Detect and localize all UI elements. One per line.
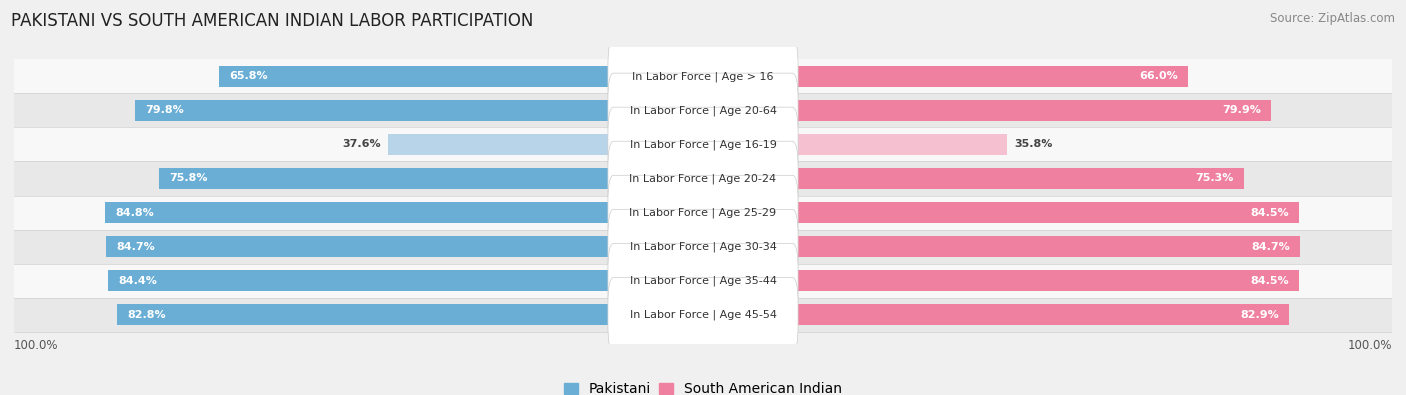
FancyBboxPatch shape	[14, 59, 1392, 93]
Bar	[793, 270, 1299, 291]
Text: 82.9%: 82.9%	[1240, 310, 1279, 320]
Bar	[793, 202, 1299, 223]
Bar	[793, 168, 1244, 189]
Bar	[135, 100, 613, 121]
Text: In Labor Force | Age 45-54: In Labor Force | Age 45-54	[630, 309, 776, 320]
Text: In Labor Force | Age 30-34: In Labor Force | Age 30-34	[630, 241, 776, 252]
Text: 66.0%: 66.0%	[1139, 71, 1178, 81]
Text: 82.8%: 82.8%	[128, 310, 166, 320]
Text: 37.6%: 37.6%	[343, 139, 381, 149]
FancyBboxPatch shape	[607, 107, 799, 182]
FancyBboxPatch shape	[14, 196, 1392, 229]
FancyBboxPatch shape	[607, 243, 799, 318]
Bar	[793, 100, 1271, 121]
FancyBboxPatch shape	[14, 298, 1392, 332]
Bar	[159, 168, 613, 189]
FancyBboxPatch shape	[14, 128, 1392, 162]
Text: 65.8%: 65.8%	[229, 71, 269, 81]
Bar	[388, 134, 613, 155]
Text: 84.5%: 84.5%	[1250, 207, 1289, 218]
Text: 75.3%: 75.3%	[1195, 173, 1233, 184]
Text: 84.8%: 84.8%	[115, 207, 155, 218]
Text: In Labor Force | Age 16-19: In Labor Force | Age 16-19	[630, 139, 776, 150]
Text: 79.8%: 79.8%	[145, 105, 184, 115]
Text: 84.7%: 84.7%	[117, 242, 155, 252]
Text: 100.0%: 100.0%	[14, 339, 59, 352]
Text: In Labor Force | Age 25-29: In Labor Force | Age 25-29	[630, 207, 776, 218]
Bar	[793, 134, 1007, 155]
Legend: Pakistani, South American Indian: Pakistani, South American Indian	[558, 377, 848, 395]
Bar	[108, 270, 613, 291]
Bar	[793, 66, 1188, 87]
Bar	[105, 202, 613, 223]
Text: In Labor Force | Age > 16: In Labor Force | Age > 16	[633, 71, 773, 82]
Text: 100.0%: 100.0%	[1347, 339, 1392, 352]
FancyBboxPatch shape	[607, 209, 799, 284]
Text: In Labor Force | Age 35-44: In Labor Force | Age 35-44	[630, 275, 776, 286]
Text: PAKISTANI VS SOUTH AMERICAN INDIAN LABOR PARTICIPATION: PAKISTANI VS SOUTH AMERICAN INDIAN LABOR…	[11, 12, 534, 30]
FancyBboxPatch shape	[607, 39, 799, 114]
FancyBboxPatch shape	[607, 73, 799, 148]
FancyBboxPatch shape	[14, 263, 1392, 298]
Bar	[793, 236, 1301, 257]
FancyBboxPatch shape	[14, 162, 1392, 196]
Text: In Labor Force | Age 20-24: In Labor Force | Age 20-24	[630, 173, 776, 184]
Text: Source: ZipAtlas.com: Source: ZipAtlas.com	[1270, 12, 1395, 25]
FancyBboxPatch shape	[607, 141, 799, 216]
FancyBboxPatch shape	[14, 229, 1392, 263]
Bar	[117, 304, 613, 325]
Text: 75.8%: 75.8%	[170, 173, 208, 184]
Text: 84.7%: 84.7%	[1251, 242, 1289, 252]
FancyBboxPatch shape	[14, 93, 1392, 128]
Bar	[219, 66, 613, 87]
FancyBboxPatch shape	[607, 175, 799, 250]
Text: 35.8%: 35.8%	[1014, 139, 1053, 149]
Bar	[793, 304, 1289, 325]
Text: 79.9%: 79.9%	[1222, 105, 1261, 115]
Bar	[105, 236, 613, 257]
Text: 84.4%: 84.4%	[118, 276, 157, 286]
Text: 84.5%: 84.5%	[1250, 276, 1289, 286]
Text: In Labor Force | Age 20-64: In Labor Force | Age 20-64	[630, 105, 776, 116]
FancyBboxPatch shape	[607, 277, 799, 352]
